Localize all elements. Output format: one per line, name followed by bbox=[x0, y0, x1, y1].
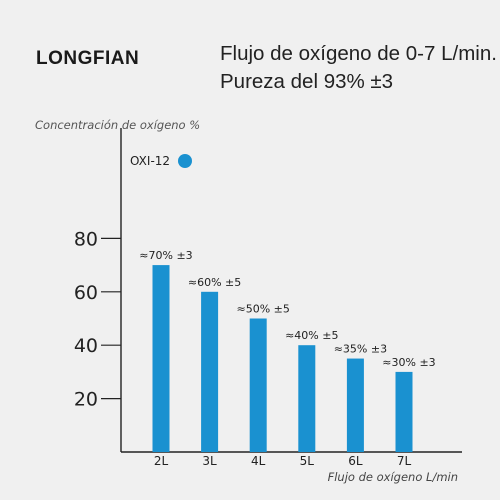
legend-swatch bbox=[178, 154, 193, 168]
legend: OXI-12 bbox=[130, 154, 193, 168]
bar bbox=[298, 345, 316, 452]
data-label: ≈35% ±3 bbox=[334, 343, 387, 356]
y-tick-label: 80 bbox=[74, 228, 98, 250]
data-label: ≈50% ±5 bbox=[237, 303, 290, 316]
bar bbox=[201, 291, 219, 452]
x-axis-title: Flujo de oxígeno L/min bbox=[327, 470, 458, 484]
legend-label: OXI-12 bbox=[130, 154, 171, 168]
y-axis-title: Concentración de oxígeno % bbox=[35, 118, 201, 132]
bar bbox=[346, 358, 364, 452]
x-tick-label: 4L bbox=[251, 454, 266, 468]
headline-line-2: Pureza del 93% ±3 bbox=[220, 70, 394, 93]
bar bbox=[152, 265, 170, 452]
data-label: ≈70% ±3 bbox=[139, 249, 192, 262]
y-tick-label: 40 bbox=[74, 335, 98, 357]
x-tick-label: 5L bbox=[300, 454, 315, 468]
x-tick-label: 3L bbox=[202, 454, 217, 468]
bar bbox=[249, 318, 267, 452]
brand-logo: LONGFIAN bbox=[36, 48, 140, 69]
headline: Flujo de oxígeno de 0-7 L/min. Pureza de… bbox=[220, 40, 497, 96]
x-tick-label: 6L bbox=[348, 454, 363, 468]
x-tick-label: 7L bbox=[397, 454, 412, 468]
data-label: ≈40% ±5 bbox=[285, 329, 338, 342]
x-tick-label: 2L bbox=[154, 454, 169, 468]
data-label: ≈30% ±3 bbox=[382, 356, 435, 369]
y-tick-label: 60 bbox=[74, 282, 98, 304]
data-label: ≈60% ±5 bbox=[188, 276, 241, 289]
headline-line-1: Flujo de oxígeno de 0-7 L/min. bbox=[220, 42, 497, 65]
y-tick-label: 20 bbox=[74, 389, 98, 411]
bar bbox=[395, 371, 413, 452]
